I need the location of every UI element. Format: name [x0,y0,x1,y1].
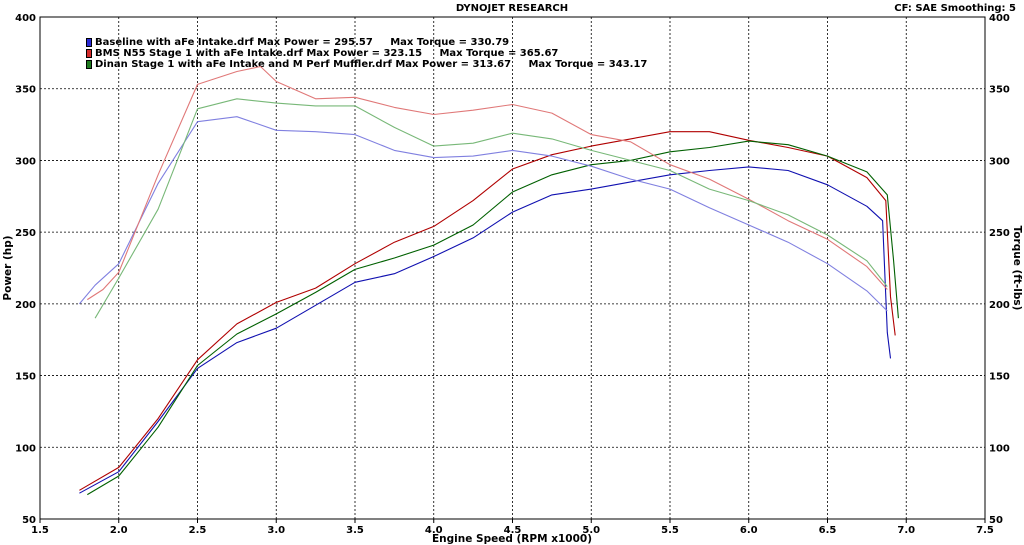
legend-label-dinan: Dinan Stage 1 with aFe Intake and M Perf… [95,59,648,70]
legend-swatch-bms [86,49,92,58]
x-tick-label: 3.5 [346,525,364,536]
x-tick-label: 2.0 [110,525,128,536]
x-tick-label: 2.5 [189,525,207,536]
y2-tick-label: 200 [989,300,1010,311]
series-line-torque [78,116,888,312]
chart-title: DYNOJET RESEARCH [455,3,569,14]
legend-swatch-baseline [86,38,92,47]
y-tick-label: 350 [15,85,36,96]
y-tick-label: 250 [15,228,36,239]
y-tick-label: 100 [15,443,36,454]
y-tick-label: 400 [15,13,36,24]
x-tick-label: 4.5 [504,525,522,536]
x-tick-label: 7.0 [897,525,915,536]
series-line-power [87,140,899,496]
ticks: 1.5 2.0 2.5 3.0 3.5 4.0 4.5 5.0 5.5 6.0 6.5 7.0 7.55… [15,13,1010,536]
y2-axis-label: Torque (ft-lbs) [1011,226,1023,311]
series-lines [78,65,899,496]
y-tick-label: 50 [22,515,36,526]
x-tick-label: 7.5 [976,525,994,536]
y2-tick-label: 250 [989,228,1010,239]
y-axis-label: Power (hp) [2,235,14,300]
x-tick-label: 5.5 [661,525,679,536]
series-line-torque [94,98,888,319]
x-tick-label: 6.5 [819,525,837,536]
series-line-torque [87,65,888,301]
y-tick-label: 200 [15,300,36,311]
series-line-power [79,131,896,491]
y-tick-label: 300 [15,156,36,167]
legend-swatch-dinan [86,60,92,69]
y2-tick-label: 150 [989,372,1010,383]
grid [40,17,985,519]
plot-frame [39,16,986,520]
correction-factor-info: CF: SAE Smoothing: 5 [894,3,1016,14]
x-tick-label: 5.0 [582,525,600,536]
y2-tick-label: 300 [989,156,1010,167]
x-tick-label: 1.5 [31,525,49,536]
y-tick-label: 150 [15,372,36,383]
y2-tick-label: 350 [989,85,1010,96]
x-tick-label: 4.0 [425,525,443,536]
y2-tick-label: 100 [989,443,1010,454]
y2-tick-label: 400 [989,13,1010,24]
x-axis-label: Engine Speed (RPM x1000) [432,533,592,545]
y2-tick-label: 50 [989,515,1003,526]
x-tick-label: 3.0 [267,525,285,536]
x-tick-label: 6.0 [740,525,758,536]
series-line-power [79,166,892,494]
legend-item-dinan: Dinan Stage 1 with aFe Intake and M Perf… [86,59,647,70]
